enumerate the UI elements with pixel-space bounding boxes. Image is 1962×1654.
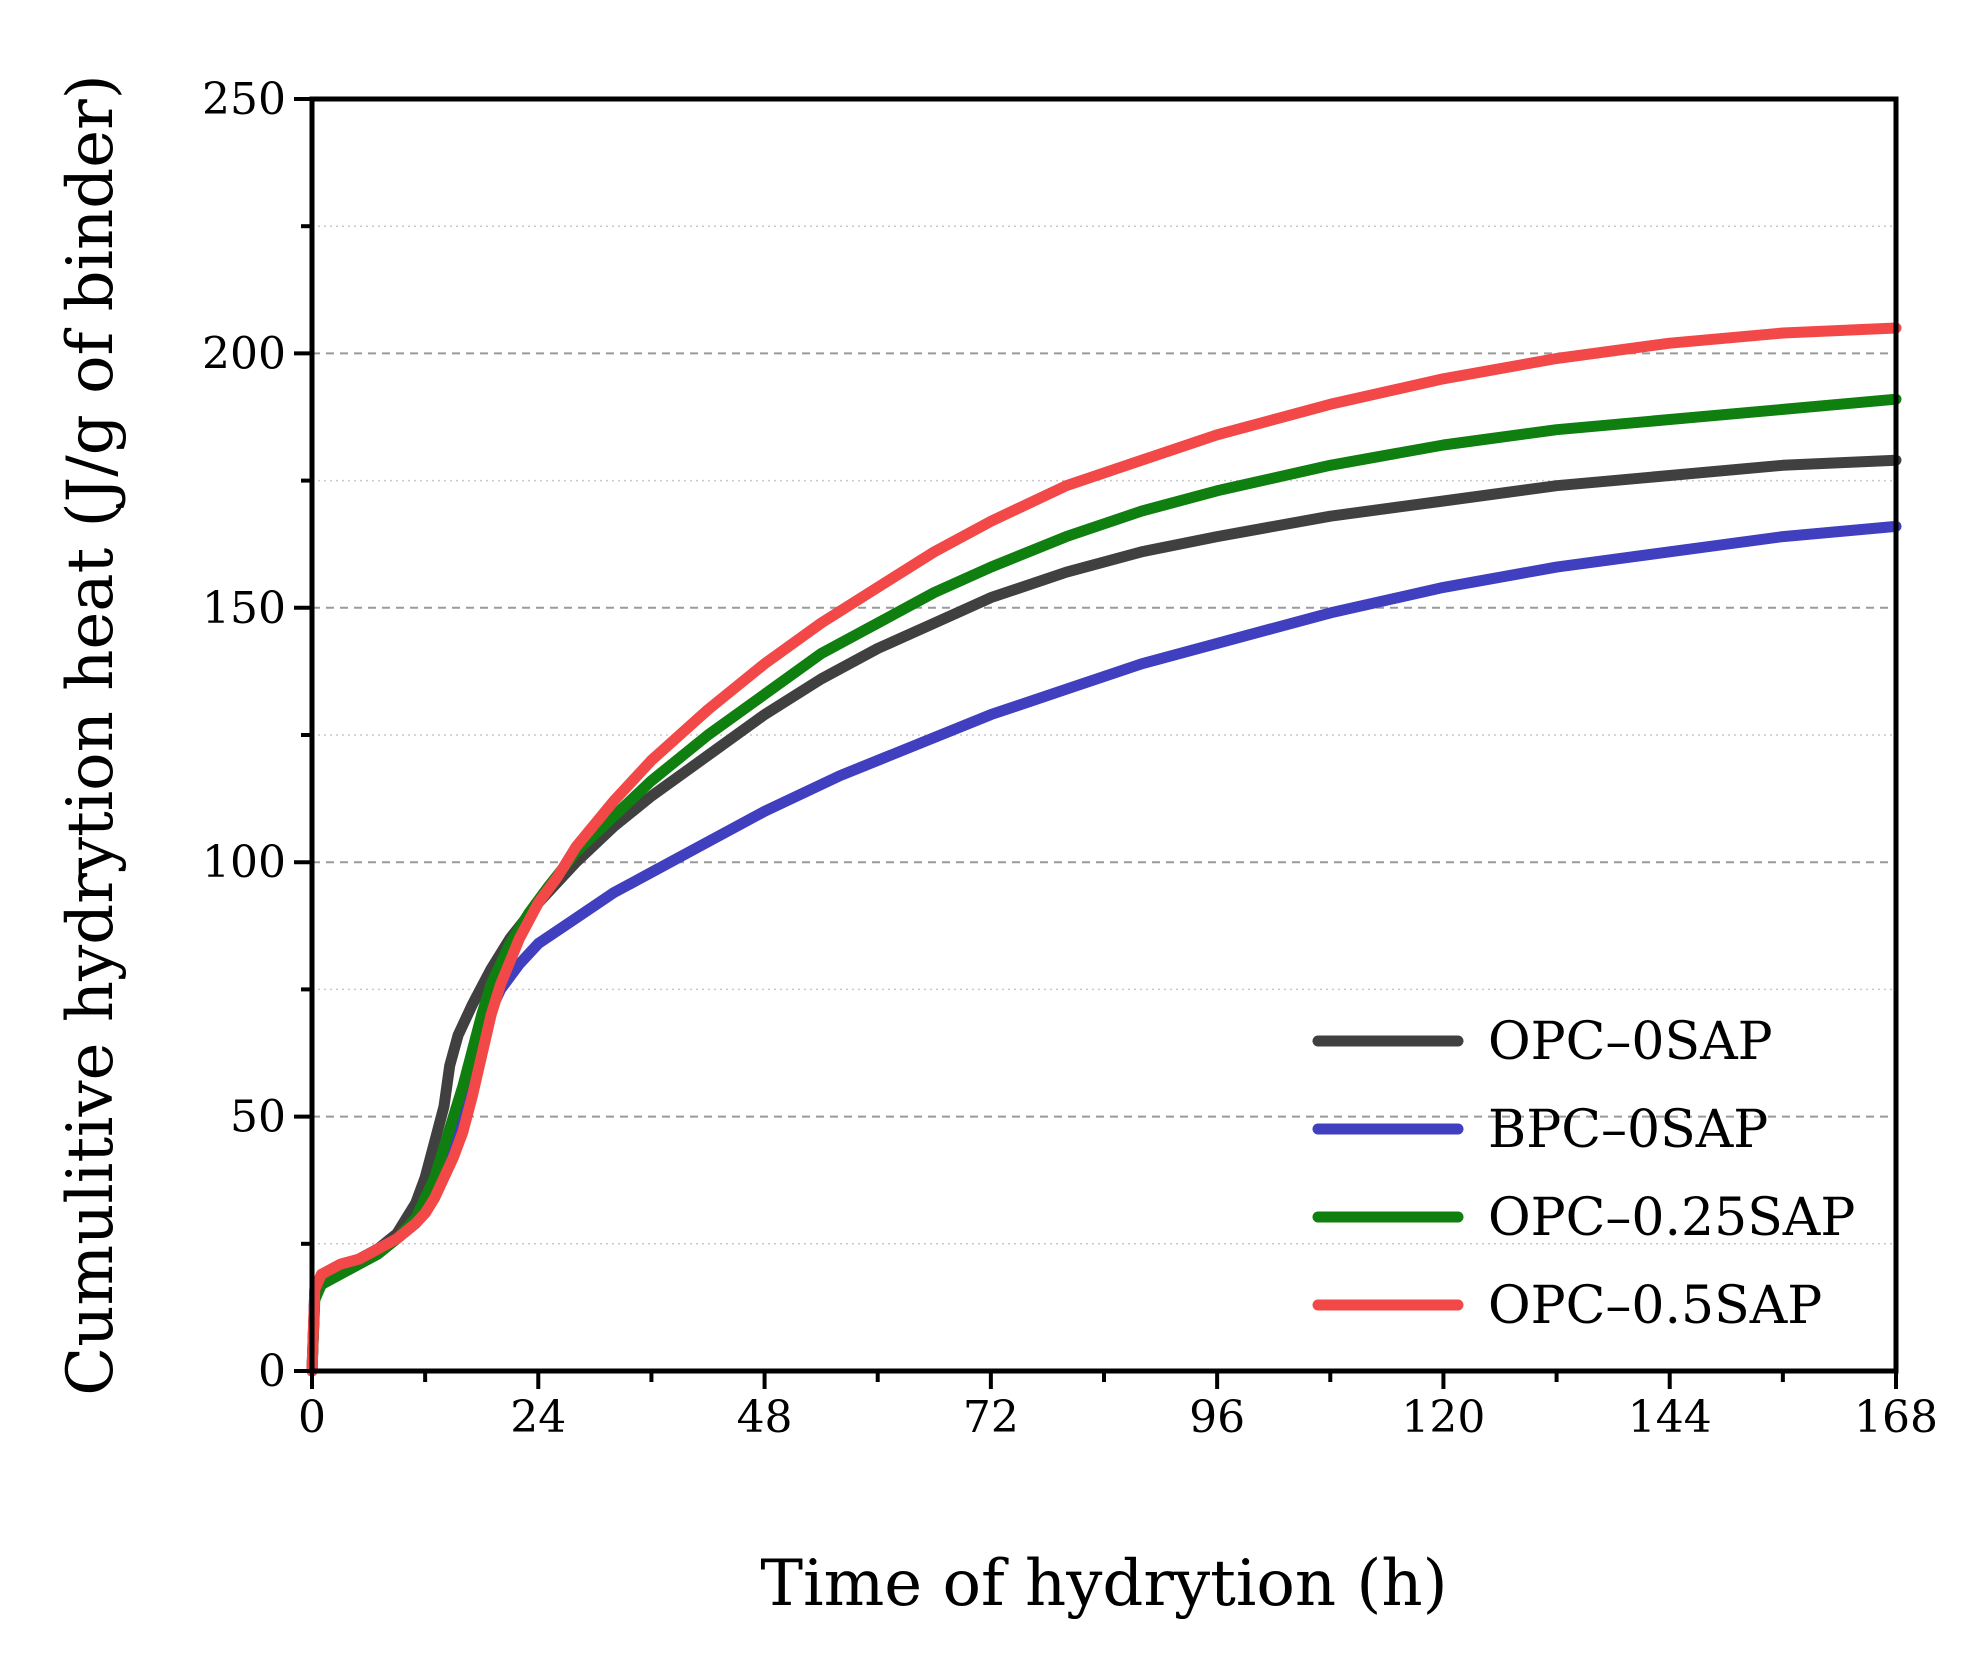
x-tick-label: 0 (298, 1392, 326, 1443)
x-axis-title: Time of hydrytion (h) (760, 1547, 1447, 1621)
y-tick-label: 50 (230, 1092, 286, 1143)
legend-label-2: OPC–0.25SAP (1488, 1188, 1855, 1248)
series-lines (306, 322, 1902, 1377)
x-tick-label: 72 (963, 1392, 1019, 1443)
x-tick-labels: 0 24 48 72 96 120 144 168 (298, 1392, 1938, 1443)
legend-label-3: OPC–0.5SAP (1488, 1276, 1822, 1336)
legend-label-0: OPC–0SAP (1488, 1012, 1773, 1072)
x-tick-label: 168 (1854, 1392, 1938, 1443)
y-tick-label: 0 (258, 1346, 286, 1397)
x-tick-label: 120 (1401, 1392, 1485, 1443)
legend-label-1: BPC–0SAP (1488, 1100, 1768, 1160)
y-tick-label: 100 (202, 837, 286, 888)
x-tick-label: 96 (1189, 1392, 1245, 1443)
x-tick-label: 48 (737, 1392, 793, 1443)
legend: OPC–0SAP BPC–0SAP OPC–0.25SAP OPC–0.5SAP (1312, 1012, 1855, 1336)
y-tick-label: 250 (202, 74, 286, 125)
y-axis-title: Cumulitive hydrytion heat (J/g of binder… (54, 74, 128, 1395)
series-line-3 (306, 322, 1902, 1377)
x-tick-label: 144 (1628, 1392, 1712, 1443)
y-tick-label: 150 (202, 583, 286, 634)
y-tick-label: 200 (202, 328, 286, 379)
y-tick-labels: 0 50 100 150 200 250 (202, 74, 286, 1397)
gridlines (312, 225, 1896, 1245)
axis-ticks (294, 97, 1898, 1389)
x-tick-label: 24 (510, 1392, 566, 1443)
